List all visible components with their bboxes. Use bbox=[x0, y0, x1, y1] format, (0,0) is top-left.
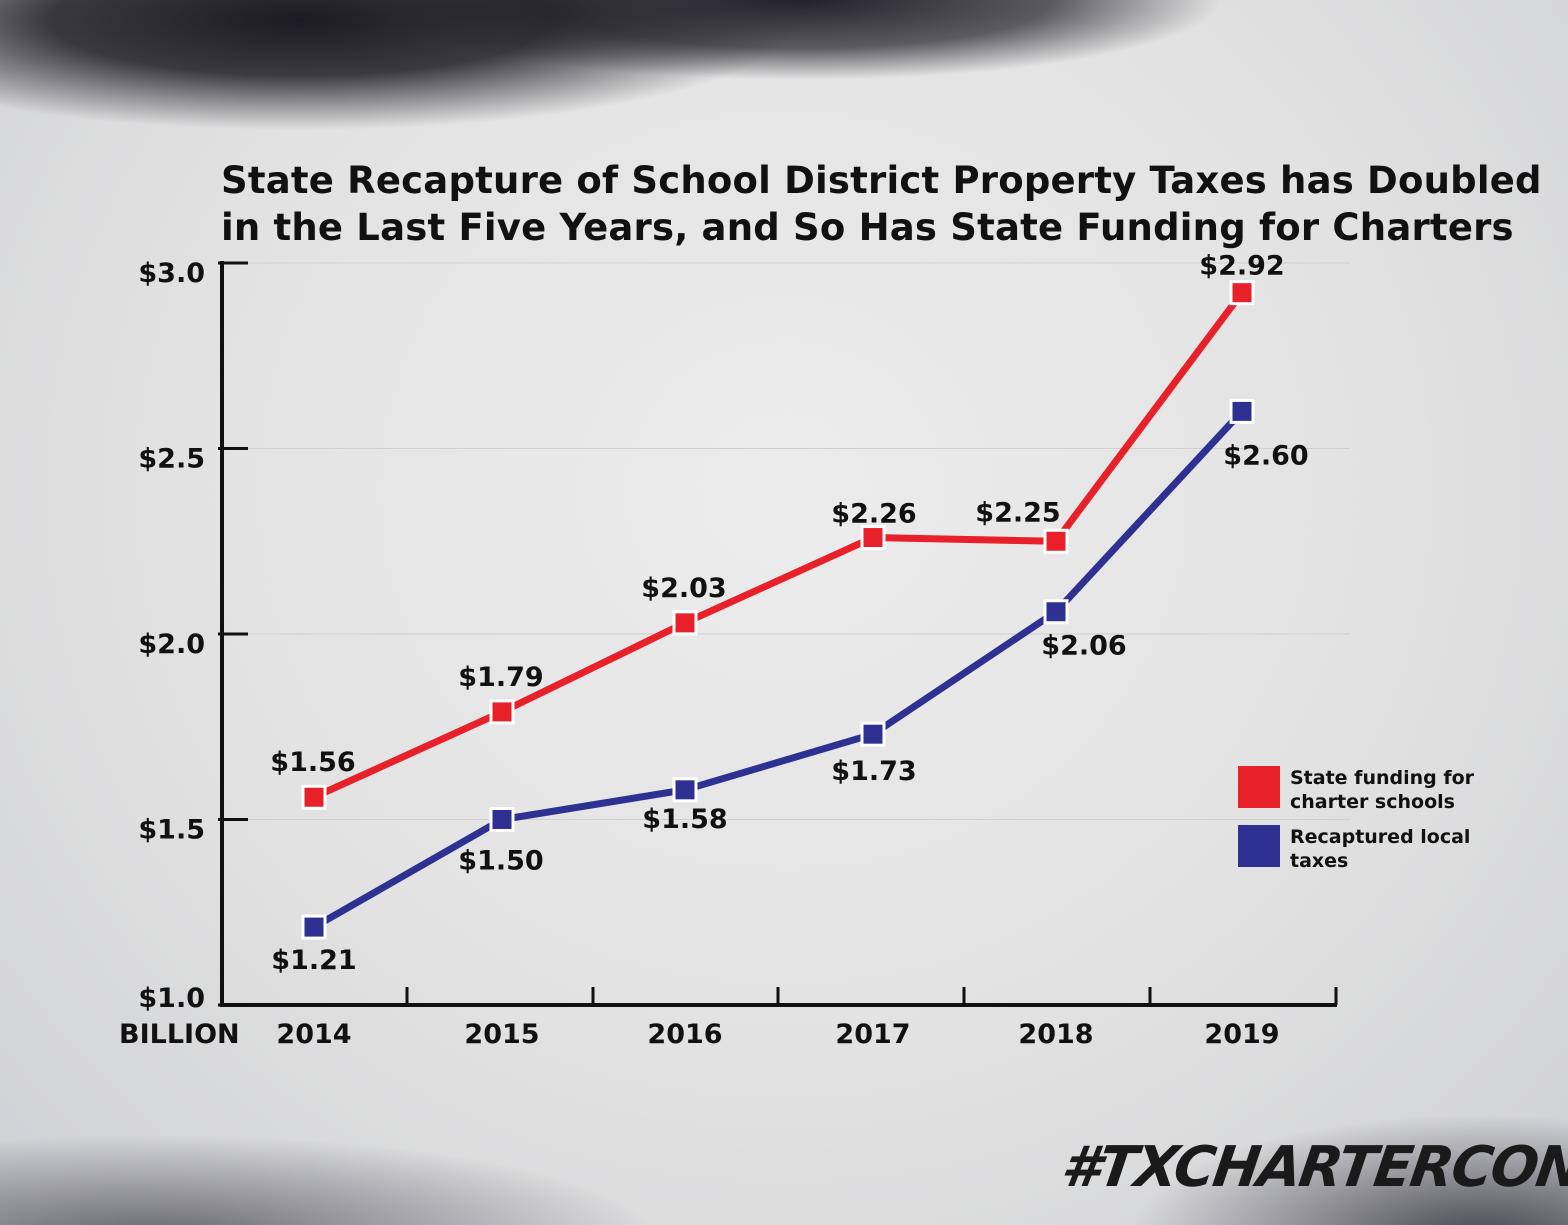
y-tick-label: $2.0 bbox=[138, 629, 205, 660]
data-point bbox=[301, 784, 327, 810]
data-point bbox=[860, 721, 886, 747]
y-tick-label: $2.5 bbox=[138, 444, 205, 475]
legend-label: Recaptured local taxes bbox=[1290, 826, 1471, 872]
data-label: $2.60 bbox=[1223, 440, 1308, 471]
data-point bbox=[672, 610, 698, 636]
x-tick-label: 2018 bbox=[1018, 1019, 1093, 1050]
data-label: $2.92 bbox=[1199, 251, 1284, 282]
x-tick-label: 2019 bbox=[1204, 1019, 1279, 1050]
data-point bbox=[301, 914, 327, 940]
chart-title-line-2: in the Last Five Years, and So Has State… bbox=[221, 206, 1514, 249]
data-label: $1.58 bbox=[642, 804, 727, 835]
data-point bbox=[1043, 528, 1069, 554]
hashtag-logo: #TXCHARTERCON bbox=[1057, 1135, 1568, 1200]
data-label: $1.56 bbox=[270, 747, 355, 778]
y-tick-label: $3.0 bbox=[138, 258, 205, 289]
x-tick-label: 2017 bbox=[835, 1019, 910, 1050]
legend-label: State funding for charter schools bbox=[1290, 767, 1475, 813]
chart-title-line-1: State Recapture of School District Prope… bbox=[221, 159, 1542, 202]
y-tick-label: $1.0 bbox=[138, 983, 205, 1014]
fog-decoration bbox=[0, 1065, 1568, 1225]
chart-title: State Recapture of School District Prope… bbox=[221, 157, 1542, 251]
data-label: $1.79 bbox=[458, 662, 543, 693]
series-line-0 bbox=[312, 290, 1245, 801]
x-tick-label: 2015 bbox=[464, 1019, 539, 1050]
y-unit-label: BILLION bbox=[119, 1019, 240, 1050]
data-label: $1.21 bbox=[271, 945, 356, 976]
series-line-1 bbox=[312, 409, 1245, 931]
data-point bbox=[489, 699, 515, 725]
data-label: $1.50 bbox=[458, 846, 543, 877]
data-label: $2.25 bbox=[975, 497, 1060, 528]
data-point bbox=[860, 525, 886, 551]
legend-swatch-blue bbox=[1238, 825, 1280, 867]
legend-item-charter-funding: State funding for charter schools bbox=[1238, 766, 1480, 814]
y-tick-label: $1.5 bbox=[138, 815, 205, 846]
data-point bbox=[1043, 599, 1069, 625]
data-point bbox=[1229, 280, 1255, 306]
data-point bbox=[1229, 398, 1255, 424]
data-label: $2.06 bbox=[1041, 631, 1126, 662]
legend-swatch-red bbox=[1238, 766, 1280, 808]
data-point bbox=[489, 807, 515, 832]
legend-item-recaptured-taxes: Recaptured local taxes bbox=[1238, 825, 1480, 873]
x-tick-label: 2014 bbox=[276, 1019, 351, 1050]
legend: State funding for charter schools Recapt… bbox=[1238, 766, 1480, 884]
data-label: $2.03 bbox=[641, 573, 726, 604]
data-label: $2.26 bbox=[831, 499, 916, 530]
x-tick-label: 2016 bbox=[647, 1019, 722, 1050]
storm-cloud-decoration bbox=[0, 0, 1568, 180]
data-label: $1.73 bbox=[831, 756, 916, 787]
data-point bbox=[672, 777, 698, 803]
